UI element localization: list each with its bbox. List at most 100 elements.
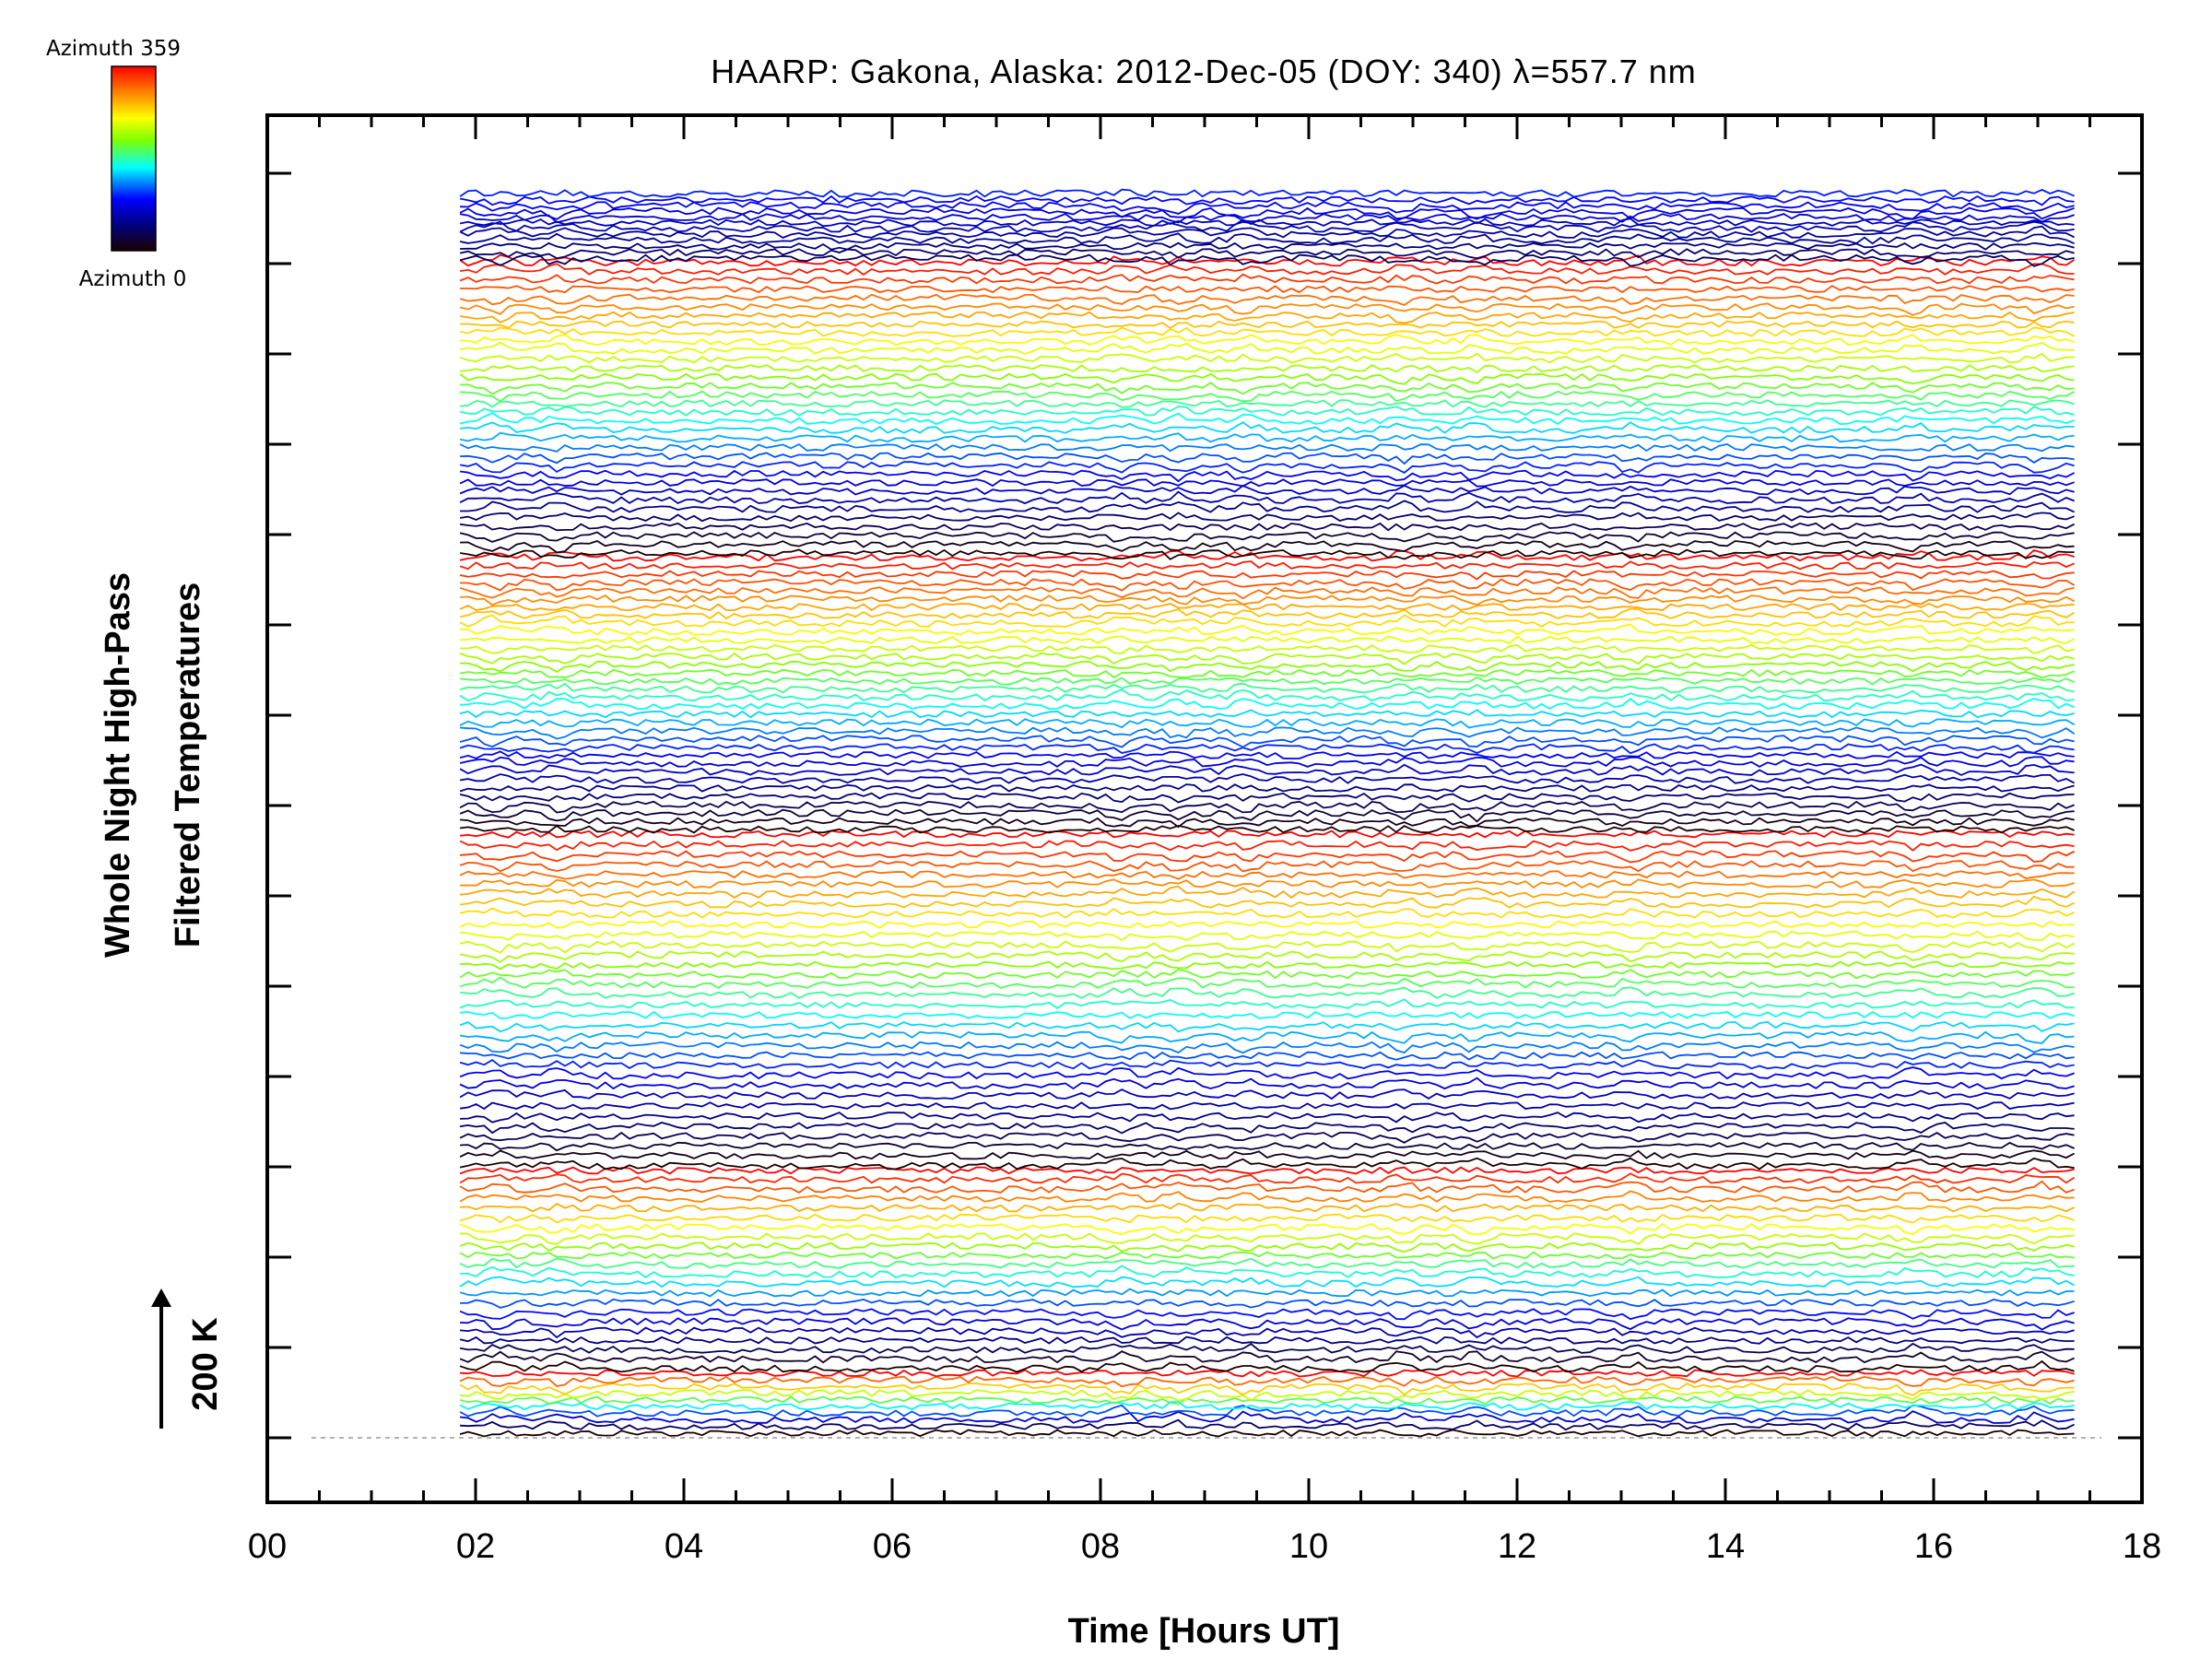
series-trace [460, 1232, 2075, 1245]
series-trace [459, 586, 2075, 600]
series-trace [459, 750, 2075, 759]
series-trace [459, 253, 2076, 267]
series-trace [459, 406, 2075, 417]
series-trace [460, 382, 2075, 395]
series-trace [460, 390, 2076, 403]
series-trace [459, 607, 2076, 620]
series-trace [460, 1202, 2075, 1213]
series-trace [459, 940, 2076, 954]
series-trace [459, 372, 2075, 385]
series-trace [459, 206, 2075, 220]
series-trace [460, 364, 2075, 373]
series-trace [459, 969, 2075, 980]
series-trace [459, 688, 2075, 702]
series-trace [459, 1400, 2075, 1411]
series-trace [459, 860, 2075, 873]
series-trace [459, 743, 2075, 755]
series-trace [459, 311, 2075, 324]
series-trace [459, 522, 2076, 532]
series-traces [459, 188, 2076, 1438]
colorbar-bottom-label: Azimuth 0 [79, 267, 187, 291]
series-trace [459, 531, 2075, 543]
series-trace [460, 452, 2075, 465]
series-trace [459, 1020, 2075, 1033]
series-trace [459, 998, 2075, 1009]
series-trace [460, 986, 2075, 999]
series-trace [460, 285, 2075, 294]
series-trace [459, 1166, 2075, 1175]
series-trace [459, 800, 2075, 814]
series-trace [460, 1317, 2075, 1331]
x-tick-label: 12 [1498, 1527, 1536, 1566]
x-tick-label: 06 [873, 1527, 912, 1566]
x-tick-label: 02 [456, 1527, 495, 1566]
series-trace [459, 1308, 2075, 1321]
series-trace [460, 1051, 2075, 1061]
series-trace [460, 1298, 2075, 1309]
series-trace [459, 1131, 2075, 1144]
series-trace [459, 1172, 2076, 1184]
series-trace [459, 1077, 2075, 1090]
series-trace [459, 976, 2075, 989]
series-trace [459, 1149, 2076, 1160]
series-trace [459, 188, 2075, 198]
series-trace [459, 1257, 2075, 1269]
series-trace [459, 895, 2075, 909]
series-trace [459, 756, 2075, 768]
series-trace [459, 652, 2075, 665]
x-tick-label: 10 [1289, 1527, 1328, 1566]
x-tick-labels: 00 02 04 06 08 10 12 14 16 18 [248, 1527, 2161, 1566]
series-trace [460, 334, 2075, 347]
series-trace [459, 763, 2075, 776]
x-tick-label: 14 [1706, 1527, 1745, 1566]
series-trace [459, 248, 2075, 260]
series-trace [459, 560, 2075, 571]
series-trace [459, 1088, 2075, 1100]
series-trace [459, 326, 2076, 337]
series-trace [460, 399, 2075, 408]
series-trace [460, 930, 2075, 942]
series-trace [459, 614, 2075, 629]
series-trace [459, 548, 2075, 562]
series-trace [459, 709, 2075, 719]
series-trace [459, 1288, 2075, 1298]
series-trace [459, 461, 2075, 474]
series-trace [459, 1066, 2075, 1080]
series-trace [460, 885, 2076, 900]
series-trace [459, 792, 2075, 804]
series-trace [459, 907, 2075, 919]
series-trace [460, 726, 2076, 740]
series-trace [459, 1059, 2075, 1070]
series-trace [459, 421, 2075, 434]
series-trace [459, 570, 2075, 581]
x-tick-label: 16 [1914, 1527, 1953, 1566]
series-trace [459, 735, 2075, 748]
series-trace [459, 218, 2075, 228]
series-trace [459, 1335, 2075, 1345]
series-trace [459, 1122, 2075, 1135]
series-trace [459, 412, 2075, 426]
series-trace [459, 1404, 2075, 1418]
series-trace [460, 698, 2075, 711]
series-trace [460, 635, 2076, 644]
series-trace [459, 870, 2075, 880]
series-trace [460, 660, 2075, 673]
series-trace [459, 232, 2075, 245]
series-trace [459, 920, 2075, 929]
series-trace [460, 1141, 2075, 1152]
series-trace [459, 1350, 2075, 1364]
series-trace [459, 1241, 2075, 1253]
series-trace [460, 960, 2075, 971]
series-trace [459, 676, 2075, 686]
series-trace [459, 273, 2075, 285]
series-trace [459, 352, 2075, 364]
series-trace [459, 225, 2076, 240]
series-trace [459, 773, 2076, 784]
y-axis-title-line1: Whole Night High-Pass [99, 572, 137, 958]
series-trace [459, 442, 2075, 453]
series-trace [460, 643, 2075, 654]
scale-bar-arrowhead [151, 1288, 171, 1307]
x-tick-label: 04 [665, 1527, 703, 1566]
series-trace [459, 1389, 2075, 1402]
